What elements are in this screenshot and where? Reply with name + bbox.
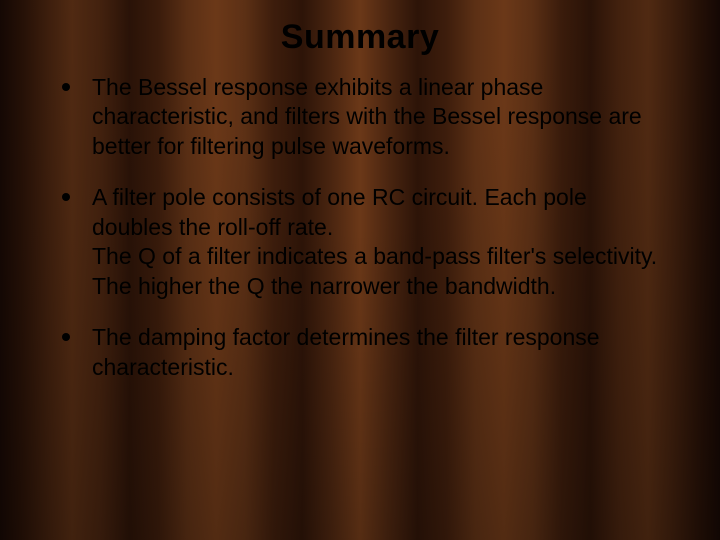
slide-body: The Bessel response exhibits a linear ph… <box>0 57 720 382</box>
bullet-list: The Bessel response exhibits a linear ph… <box>48 73 672 382</box>
list-item: The damping factor determines the filter… <box>48 323 672 382</box>
slide-title: Summary <box>0 0 720 57</box>
list-item: The Bessel response exhibits a linear ph… <box>48 73 672 161</box>
bullet-text: The Bessel response exhibits a linear ph… <box>92 73 672 161</box>
list-item: A filter pole consists of one RC circuit… <box>48 183 672 301</box>
bullet-text: A filter pole consists of one RC circuit… <box>92 183 672 301</box>
bullet-text: The damping factor determines the filter… <box>92 323 672 382</box>
slide: Summary The Bessel response exhibits a l… <box>0 0 720 540</box>
